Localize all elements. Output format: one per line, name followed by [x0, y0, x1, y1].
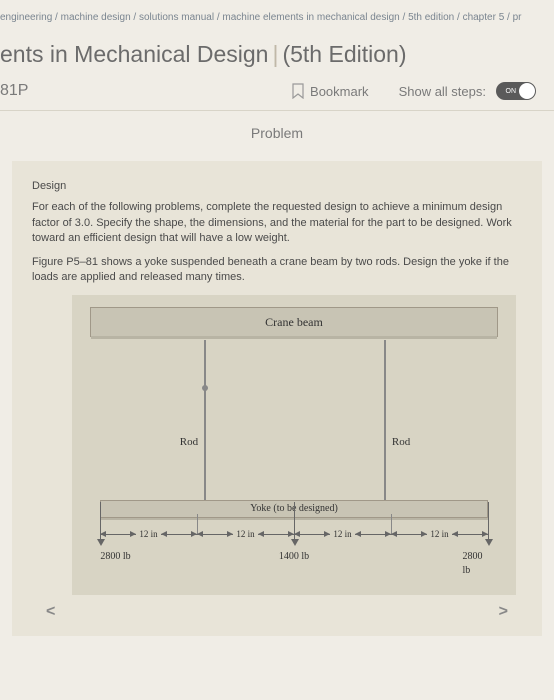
- problem-body: Design For each of the following problem…: [12, 161, 542, 636]
- load-label: 2800 lb: [100, 550, 130, 564]
- bookmark-button[interactable]: Bookmark: [292, 83, 369, 99]
- prev-button[interactable]: <: [46, 601, 55, 623]
- rod-joint: [202, 385, 208, 391]
- crumb[interactable]: machine design: [61, 12, 131, 23]
- crumb[interactable]: chapter 5: [463, 12, 505, 23]
- load-row: 2800 lb 1400 lb 2800 lb: [100, 550, 488, 572]
- rod-right: [384, 340, 386, 500]
- crumb[interactable]: engineering: [0, 12, 52, 23]
- rod-left: [204, 340, 206, 500]
- figure: Crane beam Rod Rod Yoke (to be designed): [72, 295, 516, 595]
- crane-beam-label: Crane beam: [265, 314, 323, 331]
- load-arrow: [294, 502, 295, 540]
- load-arrow: [100, 502, 101, 540]
- title-text: ents in Mechanical Design: [0, 41, 268, 67]
- problem-para1: For each of the following problems, comp…: [32, 200, 522, 246]
- dim-segment: 12 in: [100, 528, 197, 541]
- toggle-knob: [519, 83, 535, 99]
- problem-number: 81P: [0, 82, 28, 100]
- dim-segment: 12 in: [294, 528, 391, 541]
- crumb[interactable]: pr: [513, 12, 522, 23]
- title-edition: (5th Edition): [282, 41, 406, 67]
- toggle-on-label: ON: [506, 88, 517, 95]
- page-title: ents in Mechanical Design|(5th Edition): [0, 35, 554, 82]
- problem-heading: Design: [32, 179, 522, 194]
- load-arrow: [488, 502, 489, 540]
- rod-label-left: Rod: [180, 435, 198, 450]
- dim-segment: 12 in: [391, 528, 488, 541]
- bookmark-label: Bookmark: [310, 84, 369, 99]
- rod-label-right: Rod: [392, 435, 410, 450]
- dim-segment: 12 in: [197, 528, 294, 541]
- crumb[interactable]: solutions manual: [139, 12, 214, 23]
- bookmark-icon: [292, 83, 304, 99]
- rods-area: Rod Rod: [90, 340, 498, 500]
- crumb[interactable]: 5th edition: [408, 12, 454, 23]
- breadcrumb: engineering / machine design / solutions…: [0, 8, 554, 35]
- crane-beam: Crane beam: [90, 307, 498, 337]
- showall-label: Show all steps:: [399, 84, 486, 99]
- section-label: Problem: [0, 111, 554, 161]
- next-button[interactable]: >: [499, 601, 508, 623]
- load-label: 1400 lb: [279, 550, 309, 564]
- problem-para2: Figure P5–81 shows a yoke suspended bene…: [32, 255, 522, 286]
- load-label: 2800 lb: [462, 550, 482, 578]
- crumb[interactable]: machine elements in mechanical design: [222, 12, 399, 23]
- showall-toggle[interactable]: ON: [496, 82, 536, 100]
